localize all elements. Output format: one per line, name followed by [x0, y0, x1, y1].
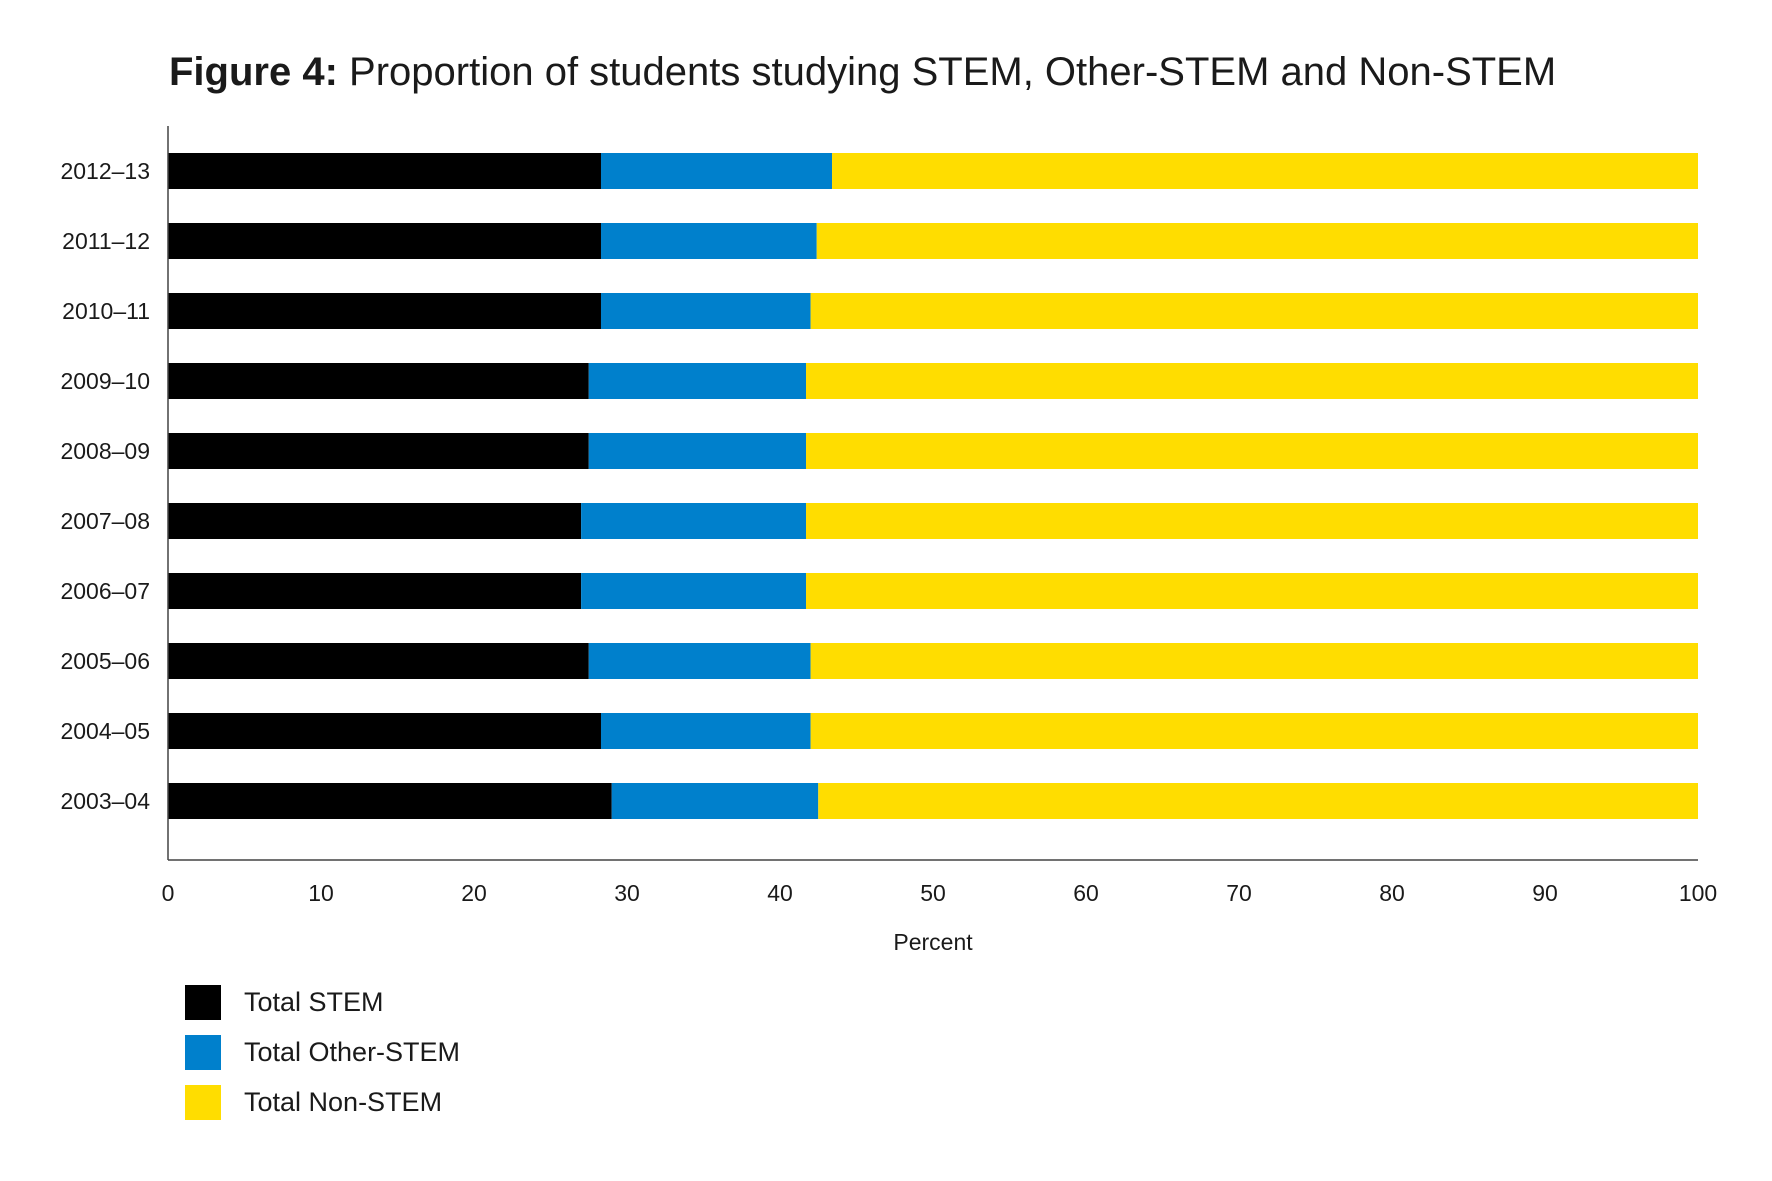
- bar-segment-2008–09-series-1: [588, 433, 807, 469]
- chart-title-text: Proportion of students studying STEM, Ot…: [349, 50, 1557, 94]
- category-label: 2006–07: [60, 578, 150, 604]
- axes-layer: [167, 126, 1698, 861]
- x-tick-label: 60: [1073, 880, 1099, 906]
- bar-segment-2009–10-series-2: [806, 363, 1698, 399]
- x-tick-label: 10: [308, 880, 334, 906]
- category-label: 2004–05: [60, 718, 150, 744]
- bar-segment-2004–05-series-2: [810, 713, 1698, 749]
- legend-label: Total Non-STEM: [244, 1087, 442, 1117]
- x-tick-label: 80: [1379, 880, 1405, 906]
- x-tick-label: 50: [920, 880, 946, 906]
- category-label: 2003–04: [60, 788, 150, 814]
- x-tick-label: 20: [461, 880, 487, 906]
- bar-segment-2010–11-series-0: [168, 293, 601, 329]
- category-label: 2009–10: [60, 368, 150, 394]
- x-tick-label: 90: [1532, 880, 1558, 906]
- legend-swatch: [185, 985, 221, 1020]
- category-labels: 2012–13 2011–12 2010–11 2009–10 2008–09 2007–…: [60, 158, 150, 814]
- bar-segment-2006–07-series-2: [806, 573, 1698, 609]
- bar-segment-2008–09-series-0: [168, 433, 589, 469]
- category-label: 2005–06: [60, 648, 150, 674]
- bar-segment-2011–12-series-0: [168, 223, 601, 259]
- bar-segment-2006–07-series-0: [168, 573, 582, 609]
- bar-segment-2005–06-series-2: [810, 643, 1698, 679]
- bar-segment-2004–05-series-0: [168, 713, 601, 749]
- bars-layer: [168, 153, 1698, 819]
- bar-segment-2012–13-series-0: [168, 153, 601, 189]
- legend-label: Total Other-STEM: [244, 1037, 460, 1067]
- x-tick-label: 70: [1226, 880, 1252, 906]
- category-label: 2007–08: [60, 508, 150, 534]
- bar-segment-2007–08-series-2: [806, 503, 1698, 539]
- chart-title: Figure 4: Proportion of students studyin…: [169, 50, 1556, 95]
- bar-segment-2007–08-series-1: [581, 503, 807, 539]
- bar-segment-2003–04-series-1: [611, 783, 819, 819]
- bar-segment-2003–04-series-2: [818, 783, 1698, 819]
- legend: Total STEM Total Other-STEM Total Non-STEM: [185, 985, 460, 1120]
- legend-swatch: [185, 1085, 221, 1120]
- x-axis-label: Percent: [893, 929, 973, 955]
- x-tick-label: 40: [767, 880, 793, 906]
- bar-segment-2003–04-series-0: [168, 783, 612, 819]
- bar-segment-2004–05-series-1: [600, 713, 811, 749]
- bar-segment-2005–06-series-1: [588, 643, 811, 679]
- bar-segment-2005–06-series-0: [168, 643, 589, 679]
- bar-segment-2009–10-series-0: [168, 363, 589, 399]
- bar-segment-2006–07-series-1: [581, 573, 807, 609]
- bar-segment-2012–13-series-1: [600, 153, 833, 189]
- bar-segment-2011–12-series-2: [816, 223, 1698, 259]
- x-tick-labels: 0 10 20 30 40 50 60 70 80 90 100: [162, 880, 1718, 906]
- category-label: 2012–13: [60, 158, 150, 184]
- category-label: 2008–09: [60, 438, 150, 464]
- bar-segment-2007–08-series-0: [168, 503, 582, 539]
- category-label: 2011–12: [62, 228, 150, 254]
- bar-segment-2010–11-series-1: [600, 293, 811, 329]
- bar-segment-2012–13-series-2: [832, 153, 1698, 189]
- legend-swatch: [185, 1035, 221, 1070]
- bar-segment-2009–10-series-1: [588, 363, 807, 399]
- bar-segment-2010–11-series-2: [810, 293, 1698, 329]
- x-tick-label: 30: [614, 880, 640, 906]
- category-label: 2010–11: [62, 298, 150, 324]
- chart-title-prefix: Figure 4:: [169, 50, 338, 94]
- x-tick-label: 0: [162, 880, 175, 906]
- bar-segment-2011–12-series-1: [600, 223, 817, 259]
- bar-segment-2008–09-series-2: [806, 433, 1698, 469]
- x-tick-label: 100: [1679, 880, 1717, 906]
- legend-label: Total STEM: [244, 987, 384, 1017]
